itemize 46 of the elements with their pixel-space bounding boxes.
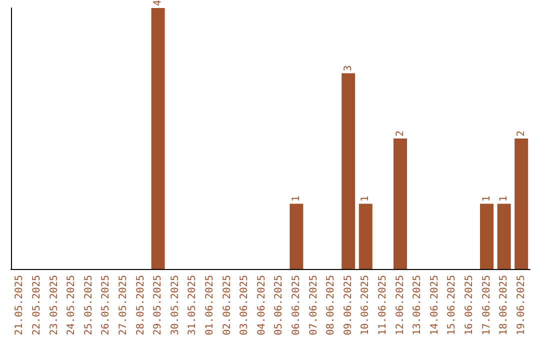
x-tick-label: 10.06.2025 bbox=[360, 275, 372, 336]
x-tick-label: 01.06.2025 bbox=[204, 275, 216, 336]
x-tick-label: 28.05.2025 bbox=[135, 275, 146, 336]
x-tick-label: 11.06.2025 bbox=[377, 275, 388, 336]
data-label: 2 bbox=[516, 130, 527, 136]
x-tick-label: 13.06.2025 bbox=[412, 275, 424, 336]
x-tick-label: 25.05.2025 bbox=[83, 275, 94, 336]
x-tick-label: 24.05.2025 bbox=[66, 275, 78, 336]
x-tick-label: 29.05.2025 bbox=[152, 275, 164, 336]
x-tick-label: 31.05.2025 bbox=[187, 275, 198, 336]
data-label: 1 bbox=[498, 196, 510, 202]
x-tick-label: 09.06.2025 bbox=[342, 275, 354, 336]
data-label: 1 bbox=[290, 196, 302, 202]
data-label: 4 bbox=[152, 0, 164, 6]
x-tick-label: 08.06.2025 bbox=[326, 275, 337, 336]
bar bbox=[358, 204, 372, 269]
x-tick-label: 16.06.2025 bbox=[464, 275, 475, 336]
bar bbox=[497, 204, 511, 269]
x-tick-label: 15.06.2025 bbox=[446, 275, 458, 336]
x-tick-label: 17.06.2025 bbox=[481, 275, 492, 336]
bar bbox=[290, 204, 304, 269]
x-tick-label: 27.05.2025 bbox=[118, 275, 129, 336]
x-tick-label: 22.05.2025 bbox=[31, 275, 42, 336]
x-tick-label: 21.05.2025 bbox=[14, 275, 26, 336]
x-tick-label: 30.05.2025 bbox=[170, 275, 181, 336]
x-tick-label: 14.06.2025 bbox=[429, 275, 440, 336]
x-tick-label: 03.06.2025 bbox=[239, 275, 250, 336]
x-tick-label: 02.06.2025 bbox=[222, 275, 233, 336]
x-tick-label: 19.06.2025 bbox=[516, 275, 527, 336]
data-label: 2 bbox=[394, 130, 406, 136]
x-tick-label: 07.06.2025 bbox=[308, 275, 320, 336]
bar bbox=[480, 204, 494, 269]
bar bbox=[342, 73, 356, 269]
bar bbox=[514, 138, 528, 269]
bar bbox=[394, 138, 407, 269]
data-label: 1 bbox=[360, 196, 372, 202]
x-tick-label: 06.06.2025 bbox=[290, 275, 302, 336]
data-label: 1 bbox=[481, 196, 492, 202]
x-tick-label: 12.06.2025 bbox=[394, 275, 406, 336]
data-label: 3 bbox=[342, 65, 354, 72]
x-tick-label: 26.05.2025 bbox=[100, 275, 112, 336]
x-tick-label: 04.06.2025 bbox=[256, 275, 268, 336]
bar bbox=[151, 8, 165, 269]
x-tick-label: 23.05.2025 bbox=[48, 275, 60, 336]
x-tick-label: 18.06.2025 bbox=[498, 275, 510, 336]
x-tick-label: 05.06.2025 bbox=[274, 275, 285, 336]
